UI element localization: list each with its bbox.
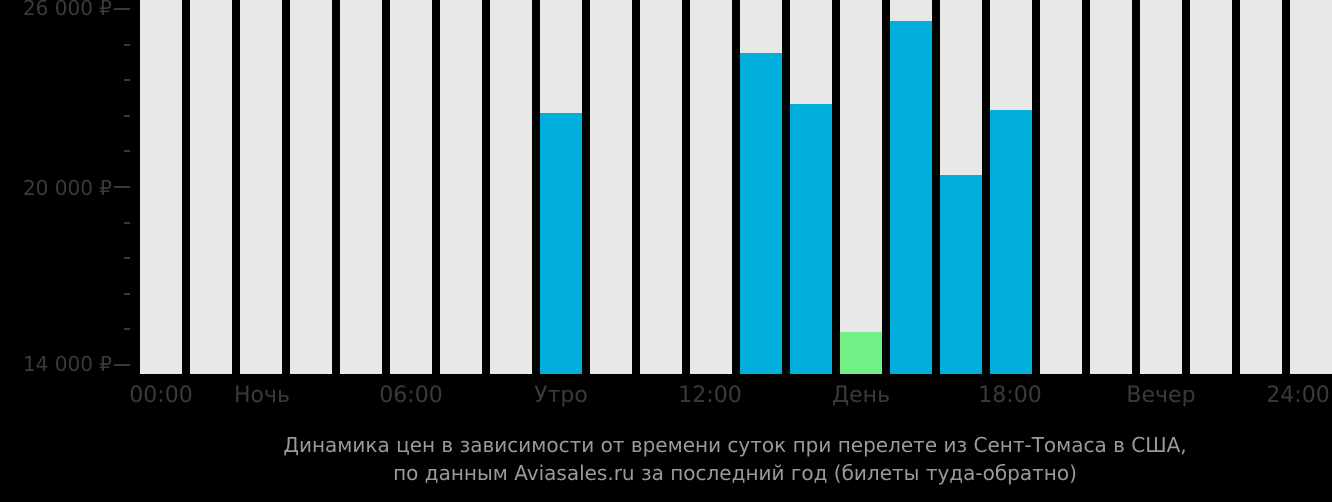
bar-hour-00[interactable] [140, 0, 182, 374]
x-label-day: День [831, 383, 891, 408]
bar-hour-08[interactable] [540, 0, 582, 374]
y-minor-tick [124, 79, 130, 81]
y-minor-tick [124, 115, 130, 117]
y-major-tick [114, 186, 130, 188]
x-label-evening: Вечер [1126, 383, 1196, 408]
bar-hour-17[interactable] [990, 0, 1032, 374]
x-label-1800: 18:00 [978, 383, 1042, 408]
bar-hour-04[interactable] [340, 0, 382, 374]
y-minor-tick [124, 44, 130, 46]
bar-value-fill [840, 332, 882, 374]
bar-hour-11[interactable] [690, 0, 732, 374]
bar-hour-14[interactable] [840, 0, 882, 374]
bar-hour-06[interactable] [440, 0, 482, 374]
x-label-2400: 24:00 [1266, 383, 1330, 408]
y-minor-tick [124, 222, 130, 224]
bar-hour-19[interactable] [1090, 0, 1132, 374]
bar-hour-02[interactable] [240, 0, 282, 374]
bar-hour-12[interactable] [740, 0, 782, 374]
bar-hour-21[interactable] [1190, 0, 1232, 374]
bar-hour-16[interactable] [940, 0, 982, 374]
y-minor-tick [124, 257, 130, 259]
y-minor-tick [124, 150, 130, 152]
bar-hour-05[interactable] [390, 0, 432, 374]
chart-caption-line-1: Динамика цен в зависимости от времени су… [283, 433, 1187, 457]
y-major-tick [114, 364, 130, 366]
bar-value-fill [790, 104, 832, 374]
bar-value-fill [740, 53, 782, 374]
bar-hour-01[interactable] [190, 0, 232, 374]
x-label-night: Ночь [234, 383, 290, 408]
bar-hour-07[interactable] [490, 0, 532, 374]
y-major-tick [114, 8, 130, 10]
chart-caption-line-2: по данным Aviasales.ru за последний год … [393, 461, 1077, 485]
x-label-0600: 06:00 [379, 383, 443, 408]
bar-hour-22[interactable] [1240, 0, 1282, 374]
bar-hour-03[interactable] [290, 0, 332, 374]
bar-hour-15[interactable] [890, 0, 932, 374]
bar-hour-23[interactable] [1290, 0, 1332, 374]
bar-value-fill [940, 175, 982, 374]
x-label-1200: 12:00 [678, 383, 742, 408]
y-minor-tick [124, 293, 130, 295]
bar-hour-20[interactable] [1140, 0, 1182, 374]
bar-hour-13[interactable] [790, 0, 832, 374]
bar-hour-09[interactable] [590, 0, 632, 374]
bar-value-fill [990, 110, 1032, 374]
y-minor-tick [124, 328, 130, 330]
y-label-20000: 20 000 ₽ [22, 176, 112, 200]
bar-value-fill [540, 113, 582, 374]
bar-hour-18[interactable] [1040, 0, 1082, 374]
bar-value-fill [890, 21, 932, 374]
x-label-0000: 00:00 [129, 383, 193, 408]
y-label-26000: 26 000 ₽ [22, 0, 112, 20]
x-label-morning: Утро [534, 383, 588, 408]
bar-hour-10[interactable] [640, 0, 682, 374]
y-label-14000: 14 000 ₽ [22, 352, 112, 376]
